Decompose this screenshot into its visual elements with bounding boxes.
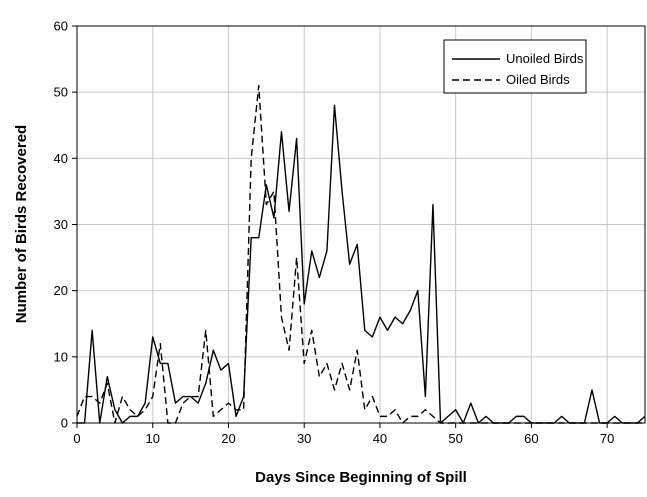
x-tick-label: 0	[73, 431, 80, 446]
legend-label-oiled: Oiled Birds	[506, 72, 570, 87]
axis-ticks: 0 10 20 30 40 50 60 70 0 10 20 30 40 50 60	[54, 19, 615, 447]
x-tick-label: 70	[600, 431, 614, 446]
y-tick-label: 0	[61, 416, 68, 431]
y-tick-label: 40	[54, 151, 68, 166]
x-tick-label: 60	[524, 431, 538, 446]
y-axis-title: Number of Birds Recovered	[13, 125, 30, 323]
legend: Unoiled Birds Oiled Birds	[443, 39, 587, 94]
legend-label-unoiled: Unoiled Birds	[506, 51, 584, 66]
y-tick-label: 10	[54, 349, 68, 364]
x-tick-label: 30	[297, 431, 311, 446]
x-axis-title: Days Since Beginning of Spill	[255, 469, 467, 486]
y-tick-label: 50	[54, 85, 68, 100]
x-tick-label: 20	[221, 431, 235, 446]
y-tick-label: 20	[54, 283, 68, 298]
series-line-oiled-birds	[76, 84, 645, 424]
legend-box	[443, 39, 587, 94]
y-tick-label: 30	[54, 217, 68, 232]
x-tick-label: 50	[448, 431, 462, 446]
x-tick-label: 10	[145, 431, 159, 446]
series-lines	[76, 84, 646, 424]
y-tick-label: 60	[54, 19, 68, 34]
x-tick-label: 40	[373, 431, 387, 446]
